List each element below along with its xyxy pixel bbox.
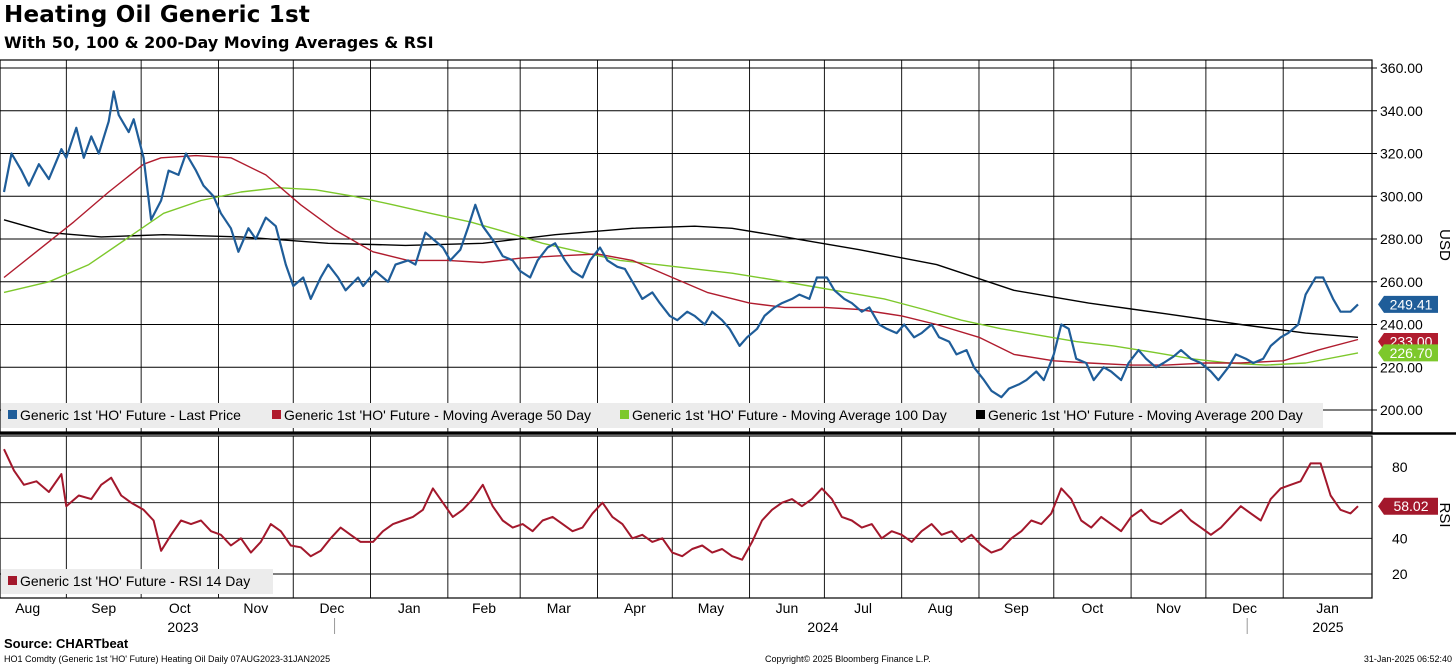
legend-swatch: [8, 576, 17, 585]
legends: Generic 1st 'HO' Future - Last Price Gene…: [1, 403, 1323, 594]
y-tick-label: 80: [1392, 459, 1408, 475]
x-tick-label: Dec: [319, 600, 344, 616]
legend-entry-rsi: Generic 1st 'HO' Future - RSI 14 Day: [20, 573, 250, 589]
grid-lines: [0, 59, 1456, 599]
y-tick-label: 200.00: [1380, 402, 1423, 418]
x-tick-label: Oct: [1082, 600, 1104, 616]
last-price-value: 249.41: [1390, 296, 1433, 312]
y-tick-label: 320.00: [1380, 146, 1423, 162]
x-tick-label: May: [698, 600, 724, 616]
y-tick-label: 360.00: [1380, 60, 1423, 76]
x-tick-label: Aug: [15, 600, 40, 616]
y-tick-label: 280.00: [1380, 231, 1423, 247]
x-tick-label: Aug: [928, 600, 953, 616]
y-axis-label: USD: [1436, 229, 1453, 261]
series-line-ma200: [3, 219, 1359, 338]
ma100-last-tag: [1378, 344, 1438, 362]
chart-title: Heating Oil Generic 1st: [4, 2, 311, 28]
x-year-label: 2025: [1312, 619, 1343, 635]
ma100-last-value: 226.70: [1390, 345, 1433, 361]
y-tick-label: 20: [1392, 566, 1408, 582]
rsi-last-tag: [1378, 497, 1438, 515]
chart-subtitle: With 50, 100 & 200-Day Moving Averages &…: [4, 33, 434, 52]
rsi-legend-bg: [1, 569, 273, 594]
x-year-label: 2024: [807, 619, 838, 635]
series-line-price: [2, 90, 1359, 399]
legend-swatch: [8, 410, 17, 419]
x-tick-label: Dec: [1232, 600, 1257, 616]
x-tick-label: Mar: [547, 600, 571, 616]
legend-swatch: [976, 410, 985, 419]
y-tick-label: 240.00: [1380, 317, 1423, 333]
last-price-tag: [1378, 295, 1438, 313]
legend-swatch: [620, 410, 629, 419]
legend-swatch: [272, 410, 281, 419]
legend-entry-ma50: Generic 1st 'HO' Future - Moving Average…: [284, 407, 591, 423]
y-tick-label: 340.00: [1380, 103, 1423, 119]
rsi-last-value: 58.02: [1393, 498, 1428, 514]
x-tick-label: Nov: [243, 600, 268, 616]
x-tick-label: Jun: [776, 600, 799, 616]
axes: Aug Sep Oct Nov Dec Jan Feb Mar Apr May Jun Jul Aug S…: [15, 60, 1453, 635]
x-tick-label: Jan: [1316, 600, 1339, 616]
x-tick-label: Sep: [1004, 600, 1029, 616]
series-line-ma50: [3, 154, 1359, 366]
x-tick-label: Jul: [854, 600, 872, 616]
series-line-rsi: [3, 448, 1359, 561]
x-year-label: 2023: [167, 619, 198, 635]
y-tick-label: 260.00: [1380, 274, 1423, 290]
rsi-panel-frame: [0, 435, 1373, 599]
x-tick-label: Apr: [624, 600, 646, 616]
source-label: Source: CHARTbeat: [4, 636, 129, 651]
y-tick-label: 300.00: [1380, 188, 1423, 204]
price-legend-bg: [1, 403, 1323, 428]
x-tick-label: Feb: [472, 600, 496, 616]
footer-description: HO1 Comdty (Generic 1st 'HO' Future) Hea…: [4, 654, 331, 664]
x-tick-label: Sep: [91, 600, 116, 616]
x-tick-label: Nov: [1156, 600, 1181, 616]
y-tick-label: 40: [1392, 530, 1408, 546]
series-lines: [2, 90, 1359, 561]
y-tick-label: 220.00: [1380, 359, 1423, 375]
legend-entry-ma100: Generic 1st 'HO' Future - Moving Average…: [632, 407, 947, 423]
legend-entry-ma200: Generic 1st 'HO' Future - Moving Average…: [988, 407, 1303, 423]
series-line-ma100: [3, 187, 1359, 366]
price-panel-frame: [0, 59, 1373, 433]
footer-copyright: Copyright© 2025 Bloomberg Finance L.P.: [765, 654, 931, 664]
x-tick-label: Jan: [398, 600, 421, 616]
footer-timestamp: 31-Jan-2025 06:52:40: [1363, 654, 1452, 664]
x-tick-label: Oct: [169, 600, 191, 616]
rsi-axis-label: RSI: [1436, 502, 1453, 527]
legend-entry-price: Generic 1st 'HO' Future - Last Price: [20, 407, 241, 423]
